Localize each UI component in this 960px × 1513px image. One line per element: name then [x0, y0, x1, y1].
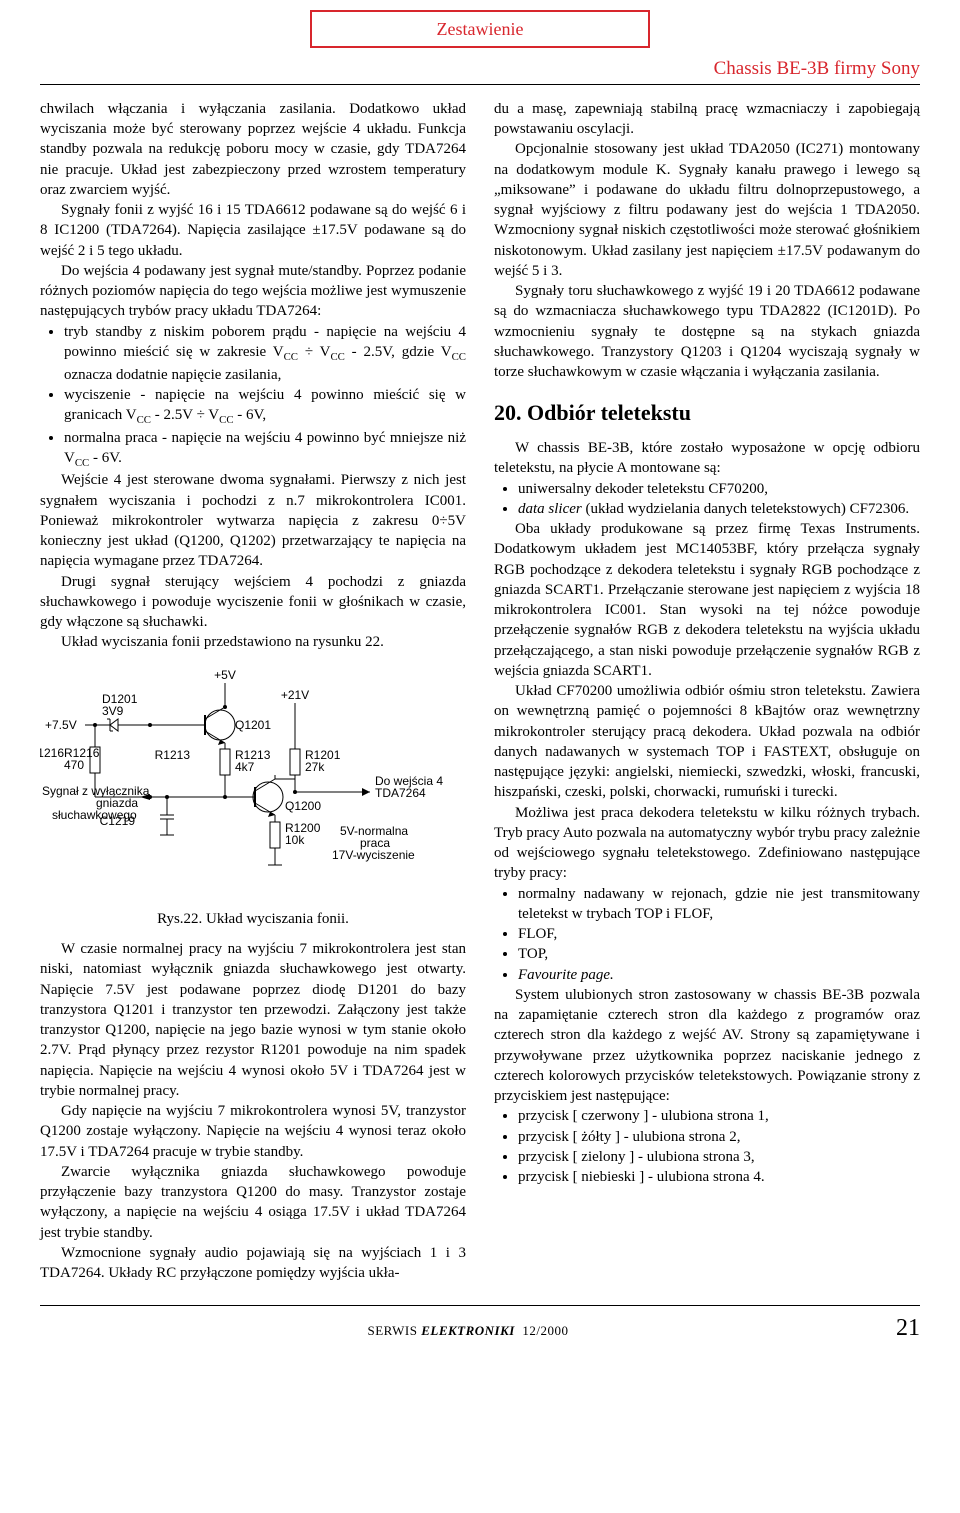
label-r1216v: 470: [64, 758, 84, 772]
list-item: przycisk [ czerwony ] - ulubiona strona …: [518, 1106, 920, 1126]
mode-list: tryb standby z niskim poborem prądu - na…: [40, 322, 466, 471]
para: Oba układy produkowane są przez firmę Te…: [494, 519, 920, 681]
label-r1213v: 4k7: [235, 760, 255, 774]
two-column-layout: chwilach włączania i wyłączania zasilani…: [40, 99, 920, 1283]
list-item: data slicer (układ wydzielania danych te…: [518, 499, 920, 519]
label-r1216: R1216: [40, 746, 64, 760]
para: Gdy napięcie na wyjściu 7 mikrokontroler…: [40, 1101, 466, 1162]
label-r1200v: 10k: [285, 833, 305, 847]
para: Sygnały toru słuchawkowego z wyjść 19 i …: [494, 281, 920, 382]
list-text: (układ wydzielania danych teletekstowych…: [586, 501, 910, 517]
list-item: normalny nadawany w rejonach, gdzie nie …: [518, 884, 920, 925]
header-title: Zestawienie: [437, 19, 524, 39]
schematic-svg: +5V +21V +7.5V D1201 3V9: [40, 667, 460, 897]
list-item: przycisk [ zielony ] - ulubiona strona 3…: [518, 1147, 920, 1167]
para: Zwarcie wyłącznika gniazda słuchawkowego…: [40, 1162, 466, 1243]
list-item: wyciszenie - napięcie na wejściu 4 powin…: [64, 385, 466, 428]
page-footer: SERWIS ELEKTRONIKI 12/2000 21: [40, 1305, 920, 1344]
label-d1201v: 3V9: [102, 704, 124, 718]
right-column: du a masę, zapewniają stabilną pracę wzm…: [494, 99, 920, 1283]
para: chwilach włączania i wyłączania zasilani…: [40, 99, 466, 200]
list-item: Favourite page.: [518, 965, 920, 985]
para: Opcjonalnie stosowany jest układ TDA2050…: [494, 139, 920, 281]
label-c1219: C1219: [100, 814, 136, 828]
teletext-chip-list: uniwersalny dekoder teletekstu CF70200, …: [494, 479, 920, 520]
footer-magazine: SERWIS ELEKTRONIKI 12/2000: [368, 1322, 569, 1340]
list-item: uniwersalny dekoder teletekstu CF70200,: [518, 479, 920, 499]
para: Wejście 4 jest sterowane dwoma sygnałami…: [40, 470, 466, 571]
para: Do wejścia 4 podawany jest sygnał mute/s…: [40, 261, 466, 322]
label-out1b: TDA7264: [375, 786, 426, 800]
label-5v: +5V: [214, 668, 236, 682]
chassis-label: Chassis BE-3B firmy Sony: [40, 56, 920, 82]
para: Możliwa jest praca dekodera teletekstu w…: [494, 803, 920, 884]
label-out2c: 17V-wyciszenie: [332, 848, 415, 862]
list-item: TOP,: [518, 944, 920, 964]
color-button-list: przycisk [ czerwony ] - ulubiona strona …: [494, 1106, 920, 1187]
list-item: FLOF,: [518, 924, 920, 944]
section-heading: 20. Odbiór teletekstu: [494, 398, 920, 428]
para: Sygnały fonii z wyjść 16 i 15 TDA6612 po…: [40, 200, 466, 261]
para: du a masę, zapewniają stabilną pracę wzm…: [494, 99, 920, 140]
label-7v5: +7.5V: [45, 718, 77, 732]
top-rule: [40, 84, 920, 85]
para: Drugi sygnał sterujący wejściem 4 pochod…: [40, 572, 466, 633]
header-box: Zestawienie: [310, 10, 650, 48]
list-item: przycisk [ żółty ] - ulubiona strona 2,: [518, 1127, 920, 1147]
para: W czasie normalnej pracy na wyjściu 7 mi…: [40, 939, 466, 1101]
list-item: tryb standby z niskim poborem prądu - na…: [64, 322, 466, 385]
list-item: normalna praca - napięcie na wejściu 4 p…: [64, 428, 466, 471]
label-q1200: Q1200: [285, 799, 321, 813]
para: Układ CF70200 umożliwia odbiór ośmiu str…: [494, 681, 920, 803]
para: Układ wyciszania fonii przedstawiono na …: [40, 632, 466, 652]
label-r1213: R1213: [155, 748, 191, 762]
mode-list-2: normalny nadawany w rejonach, gdzie nie …: [494, 884, 920, 985]
label-q1201: Q1201: [235, 718, 271, 732]
para: System ulubionych stron zastosowany w ch…: [494, 985, 920, 1107]
figure-caption: Rys.22. Układ wyciszania fonii.: [40, 909, 466, 929]
figure-22: +5V +21V +7.5V D1201 3V9: [40, 667, 466, 930]
para: W chassis BE-3B, które zostało wyposażon…: [494, 438, 920, 479]
label-r1201v: 27k: [305, 760, 325, 774]
label-21v: +21V: [281, 688, 309, 702]
left-column: chwilach włączania i wyłączania zasilani…: [40, 99, 466, 1283]
para: Wzmocnione sygnały audio pojawiają się n…: [40, 1243, 466, 1284]
page-number: 21: [896, 1312, 920, 1344]
list-item: przycisk [ niebieski ] - ulubiona strona…: [518, 1167, 920, 1187]
